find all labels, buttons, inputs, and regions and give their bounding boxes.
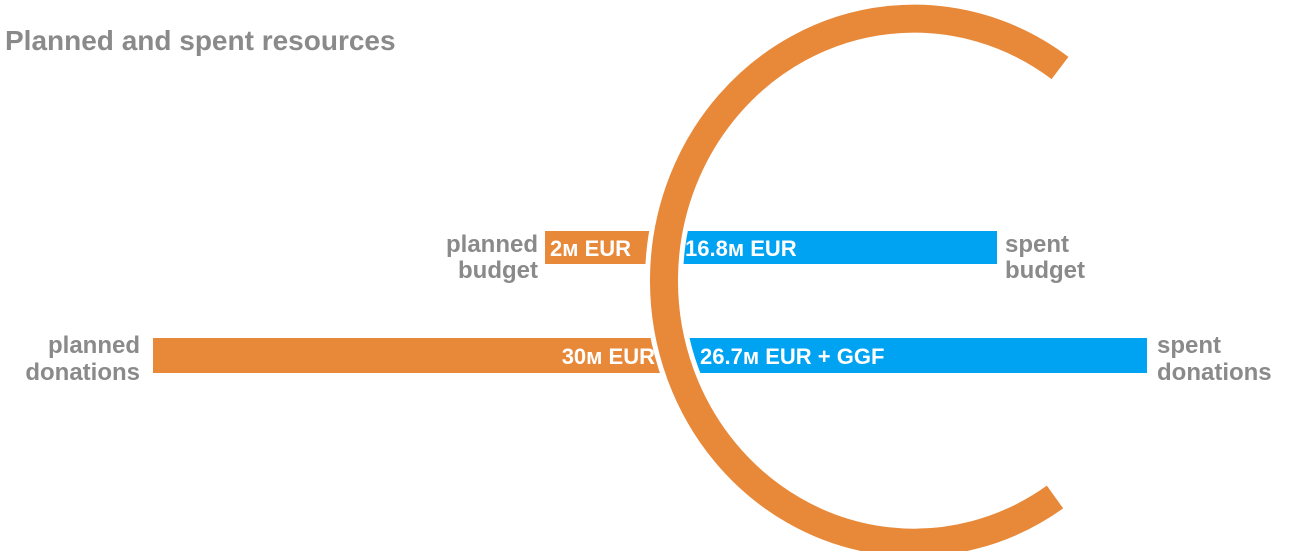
bar-label: 2м EUR: [550, 236, 631, 261]
bar-label: 16.8м EUR: [685, 236, 797, 261]
right-label: spent: [1157, 332, 1221, 359]
bar-label: 26.7м EUR + GGF: [700, 344, 884, 369]
planned-budget-bar: [545, 231, 665, 264]
right-label: donations: [1157, 359, 1272, 386]
euro-arc: [650, 4, 1069, 551]
left-label: planned: [446, 231, 538, 258]
right-label: spent: [1005, 231, 1069, 258]
left-label: budget: [458, 257, 538, 284]
left-label: planned: [48, 332, 140, 359]
planned-donations-bar: [153, 338, 680, 373]
right-label: budget: [1005, 257, 1085, 284]
spent-donations-bar: [680, 338, 1147, 373]
left-label: donations: [25, 359, 140, 386]
title: Planned and spent resources: [5, 25, 396, 56]
spent-budget-bar: [675, 231, 997, 264]
bar-label: 30м EUR: [562, 344, 655, 369]
